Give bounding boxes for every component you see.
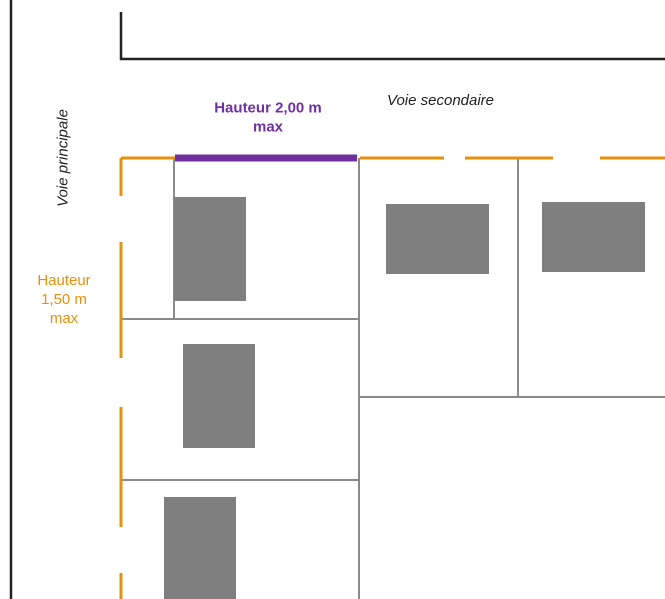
- fence-height-150-label: Hauteur 1,50 m max: [37, 272, 90, 328]
- secondary-road-upper-edge: [119, 12, 665, 61]
- building: [174, 197, 246, 301]
- buildings: [164, 197, 645, 599]
- plot-boundaries: [121, 158, 665, 599]
- building: [164, 497, 236, 599]
- building: [386, 204, 489, 274]
- fence-height-2m-label: Hauteur 2,00 m max: [214, 99, 322, 137]
- fence-height-2m-line1: Hauteur 2,00 m: [214, 99, 322, 117]
- fence-height-2m-line2: max: [252, 118, 284, 135]
- fence-height-150-line3: max: [49, 309, 79, 327]
- fence-height-150-line1: Hauteur: [37, 271, 91, 289]
- building: [183, 344, 255, 448]
- fence-orange: [119, 156, 665, 599]
- building: [542, 202, 645, 272]
- main-road-label: Voie principale: [54, 109, 72, 207]
- fence-height-150-line2: 1,50 m: [41, 290, 87, 308]
- secondary-road-label: Voie secondaire: [387, 92, 495, 109]
